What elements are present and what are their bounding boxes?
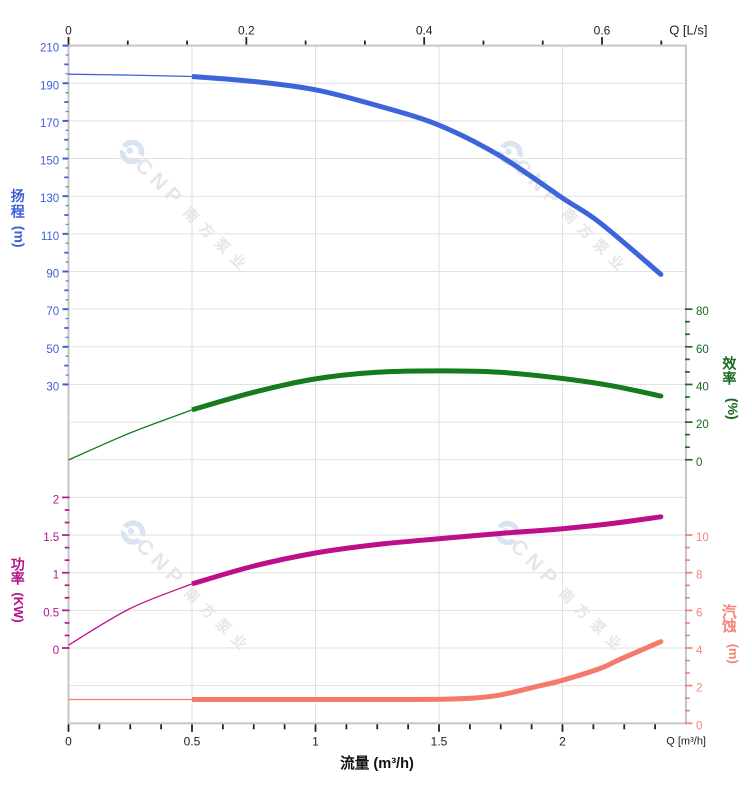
svg-text:南方泵业: 南方泵业	[180, 203, 255, 278]
svg-text:0.4: 0.4	[416, 24, 433, 38]
svg-text:扬: 扬	[11, 188, 25, 204]
svg-text:流量 (m³/h): 流量 (m³/h)	[340, 754, 414, 772]
svg-text:110: 110	[41, 231, 59, 243]
svg-text:190: 190	[40, 80, 59, 92]
svg-text:(m): (m)	[726, 644, 741, 664]
svg-text:(%): (%)	[725, 398, 741, 420]
svg-text:50: 50	[46, 344, 59, 356]
svg-text:率: 率	[11, 571, 25, 587]
svg-text:4: 4	[696, 645, 703, 657]
svg-text:0: 0	[53, 645, 59, 657]
svg-text:20: 20	[696, 419, 709, 431]
svg-text:0: 0	[696, 720, 702, 732]
svg-text:8: 8	[696, 570, 702, 582]
svg-text:80: 80	[696, 306, 709, 318]
svg-text:程: 程	[11, 204, 25, 220]
svg-text:0: 0	[696, 457, 702, 469]
svg-text:CNP: CNP	[130, 154, 190, 213]
svg-text:210: 210	[40, 43, 59, 55]
svg-text:2: 2	[53, 494, 59, 506]
svg-text:60: 60	[696, 344, 709, 356]
svg-text:CNP: CNP	[506, 535, 566, 594]
svg-text:Q [L/s]: Q [L/s]	[669, 23, 707, 38]
svg-text:0.5: 0.5	[184, 735, 201, 749]
svg-text:功: 功	[11, 557, 25, 573]
svg-text:率: 率	[722, 371, 736, 387]
svg-text:Q [m³/h]: Q [m³/h]	[666, 735, 706, 747]
svg-text:0.6: 0.6	[594, 24, 611, 38]
svg-text:130: 130	[40, 193, 59, 205]
svg-text:70: 70	[46, 306, 59, 318]
svg-text:0: 0	[65, 735, 72, 749]
svg-text:6: 6	[696, 607, 702, 619]
svg-text:2: 2	[559, 735, 566, 749]
svg-text:(m): (m)	[11, 226, 27, 248]
svg-text:1: 1	[312, 735, 319, 749]
svg-text:0: 0	[65, 24, 72, 38]
svg-text:40: 40	[696, 381, 709, 393]
svg-text:CNP: CNP	[131, 534, 191, 593]
svg-text:汽: 汽	[722, 603, 737, 621]
svg-text:(KW): (KW)	[11, 592, 26, 622]
svg-text:蚀: 蚀	[721, 617, 737, 635]
svg-text:1: 1	[53, 570, 59, 582]
svg-text:效: 效	[722, 356, 737, 372]
svg-text:10: 10	[696, 532, 709, 544]
svg-text:0.2: 0.2	[238, 24, 255, 38]
svg-text:170: 170	[40, 118, 59, 130]
svg-text:150: 150	[40, 156, 59, 168]
svg-text:0.5: 0.5	[43, 607, 59, 619]
svg-text:90: 90	[46, 269, 59, 281]
svg-text:1.5: 1.5	[431, 735, 448, 749]
svg-text:1.5: 1.5	[43, 532, 59, 544]
svg-text:2: 2	[696, 683, 702, 695]
svg-text:30: 30	[46, 381, 59, 393]
